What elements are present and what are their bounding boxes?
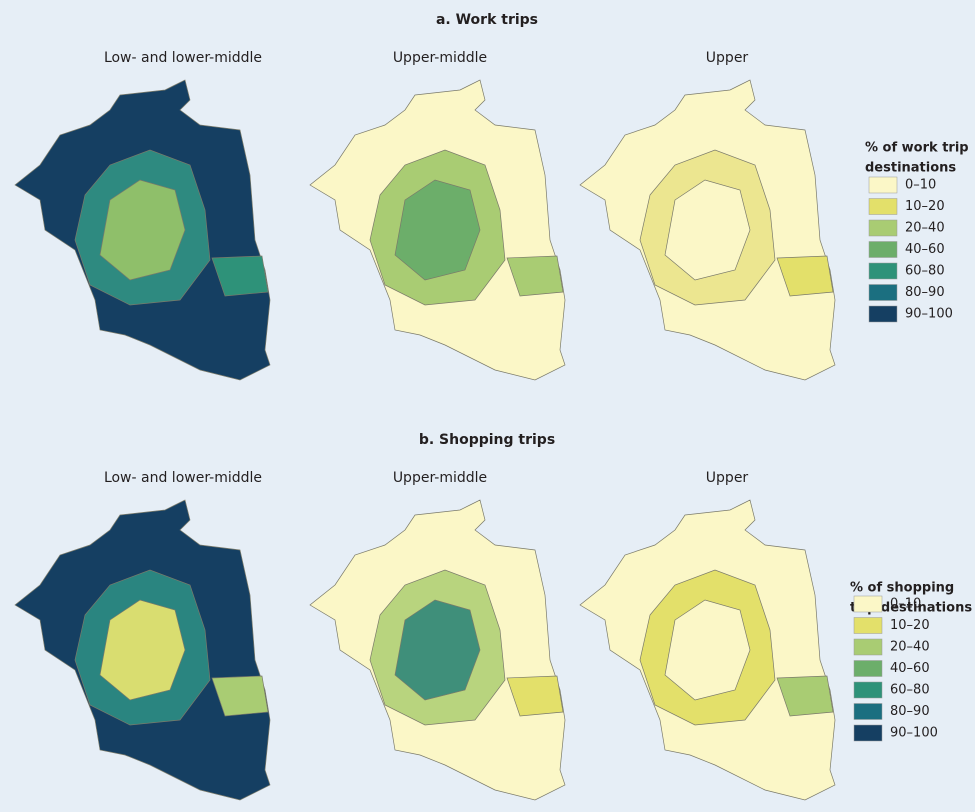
legend-swatch bbox=[853, 724, 883, 742]
legend-title: destinations bbox=[865, 161, 956, 176]
map-label: Low- and lower-middle bbox=[104, 50, 262, 66]
legend-title: % of work trip bbox=[865, 141, 969, 156]
legend-swatch bbox=[853, 617, 883, 634]
legend-label: 40–60 bbox=[905, 242, 945, 257]
legend-label: 10–20 bbox=[905, 199, 945, 214]
legend-swatch bbox=[868, 219, 898, 237]
legend-swatch bbox=[853, 595, 883, 613]
legend-label: 20–40 bbox=[890, 640, 930, 655]
legend-label: 90–100 bbox=[890, 726, 938, 741]
map-label: Upper-middle bbox=[393, 50, 487, 66]
legend-label: 80–90 bbox=[890, 704, 930, 719]
legend-swatch bbox=[853, 660, 883, 677]
map-label: Upper bbox=[706, 470, 749, 486]
legend-label: 0–10 bbox=[905, 178, 936, 193]
legend-label: 10–20 bbox=[890, 618, 930, 633]
legend-label: 60–80 bbox=[905, 264, 945, 279]
legend-swatch bbox=[853, 638, 883, 656]
legend-swatch bbox=[868, 176, 898, 194]
legend-swatch bbox=[868, 241, 898, 258]
legend-swatch bbox=[868, 284, 898, 301]
legend-swatch bbox=[853, 681, 883, 699]
panel-title: a. Work trips bbox=[436, 12, 538, 28]
legend-label: 20–40 bbox=[905, 221, 945, 236]
map-label: Upper bbox=[706, 50, 749, 66]
legend-swatch bbox=[868, 305, 898, 323]
map-label: Low- and lower-middle bbox=[104, 470, 262, 486]
legend-swatch bbox=[868, 262, 898, 280]
panel-title: b. Shopping trips bbox=[419, 432, 555, 448]
legend-label: 80–90 bbox=[905, 285, 945, 300]
map-label: Upper-middle bbox=[393, 470, 487, 486]
legend-title: % of shopping bbox=[850, 581, 954, 596]
legend-label: 40–60 bbox=[890, 661, 930, 676]
legend-label: 90–100 bbox=[905, 307, 953, 322]
legend-label: 60–80 bbox=[890, 683, 930, 698]
legend-swatch bbox=[868, 198, 898, 215]
legend-label: 0–10 bbox=[890, 597, 921, 612]
legend-swatch bbox=[853, 703, 883, 720]
